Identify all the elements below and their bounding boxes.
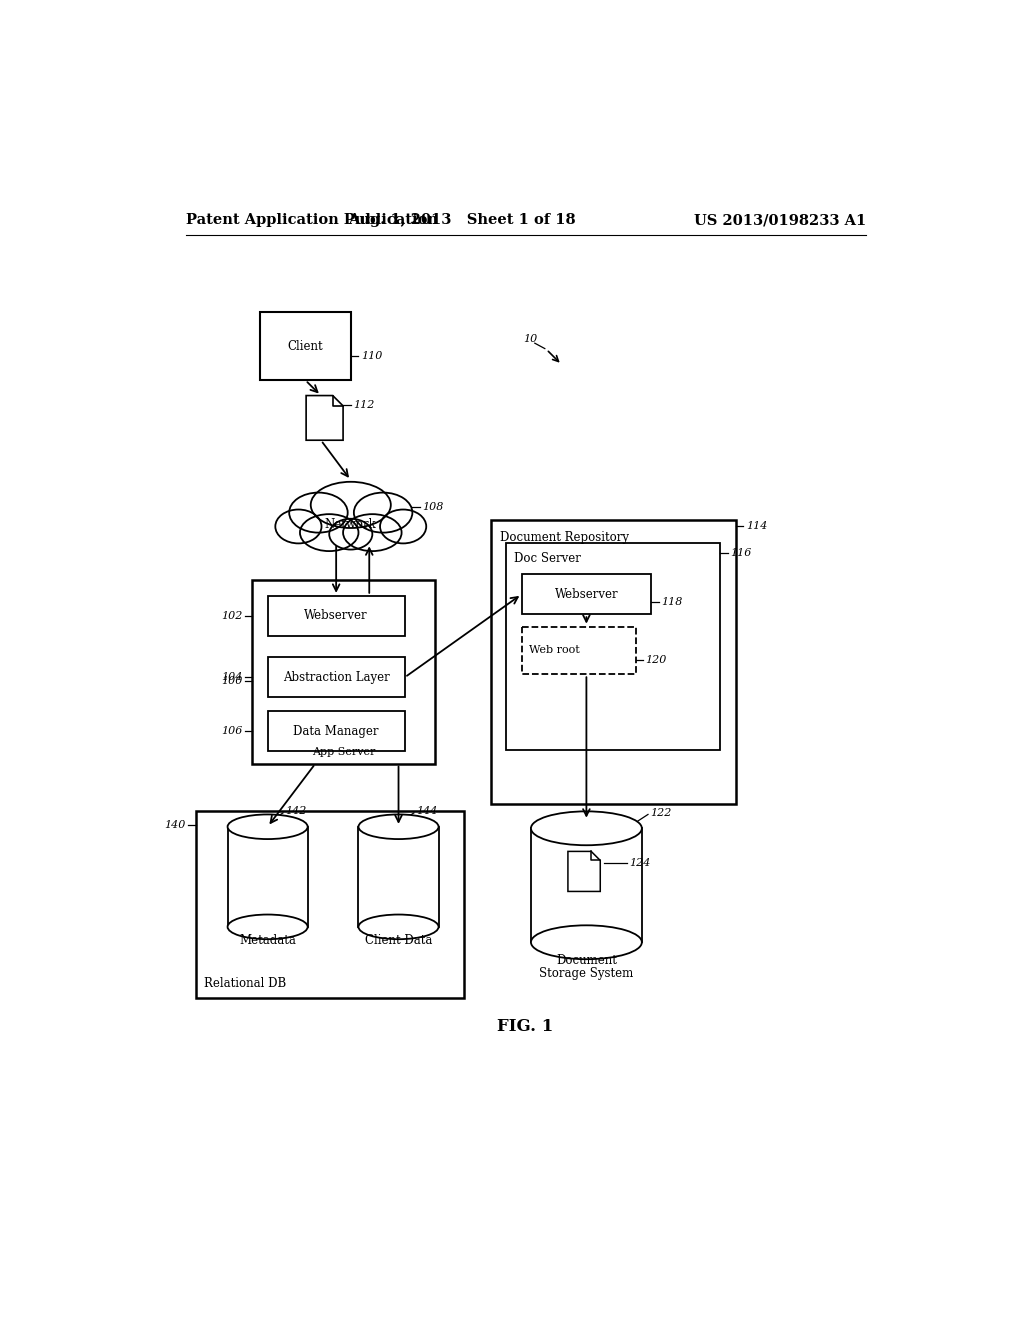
Text: 118: 118	[662, 597, 682, 607]
Ellipse shape	[227, 814, 307, 840]
Ellipse shape	[310, 482, 391, 528]
Text: Document: Document	[556, 954, 616, 968]
Bar	[267, 711, 404, 751]
Text: Abstraction Layer: Abstraction Layer	[283, 671, 389, 684]
Bar	[267, 657, 404, 697]
Text: Storage System: Storage System	[540, 966, 634, 979]
Bar	[267, 595, 404, 636]
Text: 102: 102	[221, 611, 243, 620]
Text: 100: 100	[221, 676, 243, 686]
Ellipse shape	[358, 915, 438, 940]
Bar	[490, 520, 736, 804]
Ellipse shape	[275, 510, 322, 544]
Text: Client: Client	[288, 339, 324, 352]
Ellipse shape	[227, 915, 307, 940]
Text: 104: 104	[221, 672, 243, 682]
Text: Aug. 1, 2013   Sheet 1 of 18: Aug. 1, 2013 Sheet 1 of 18	[348, 213, 575, 227]
Ellipse shape	[531, 925, 642, 960]
Bar	[521, 574, 651, 614]
Polygon shape	[568, 851, 600, 891]
Bar	[196, 812, 464, 998]
Text: FIG. 1: FIG. 1	[497, 1019, 553, 1035]
Bar	[260, 313, 351, 380]
Text: App Server: App Server	[312, 747, 376, 758]
Text: 122: 122	[650, 808, 672, 818]
Ellipse shape	[531, 812, 642, 845]
Bar	[521, 627, 636, 675]
Ellipse shape	[343, 515, 401, 552]
Ellipse shape	[289, 492, 348, 532]
Ellipse shape	[330, 519, 373, 549]
Text: 120: 120	[646, 655, 667, 665]
Text: Webserver: Webserver	[304, 610, 368, 622]
Text: Metadata: Metadata	[240, 935, 296, 948]
Bar	[252, 581, 435, 763]
Polygon shape	[306, 396, 343, 441]
Ellipse shape	[354, 492, 413, 532]
Text: 10: 10	[523, 334, 538, 345]
Text: Client Data: Client Data	[365, 935, 432, 948]
Ellipse shape	[300, 515, 358, 552]
Text: 124: 124	[630, 858, 651, 869]
Text: 144: 144	[416, 807, 437, 816]
Text: Relational DB: Relational DB	[204, 977, 286, 990]
Text: 106: 106	[221, 726, 243, 737]
Text: 142: 142	[286, 807, 307, 816]
Bar	[358, 826, 438, 927]
Bar	[531, 829, 642, 942]
Ellipse shape	[358, 814, 438, 840]
Text: US 2013/0198233 A1: US 2013/0198233 A1	[693, 213, 866, 227]
Ellipse shape	[380, 510, 426, 544]
Bar	[506, 544, 720, 750]
Text: Webserver: Webserver	[555, 587, 618, 601]
Text: Patent Application Publication: Patent Application Publication	[186, 213, 438, 227]
Text: 116: 116	[730, 548, 752, 557]
Text: 110: 110	[360, 351, 382, 362]
Text: Network: Network	[325, 519, 377, 532]
Text: 114: 114	[745, 521, 767, 532]
Text: 112: 112	[353, 400, 375, 409]
Bar	[227, 826, 307, 927]
Text: Data Manager: Data Manager	[294, 725, 379, 738]
Text: Doc Server: Doc Server	[514, 552, 581, 565]
Text: Web root: Web root	[529, 645, 581, 656]
Text: 108: 108	[422, 502, 443, 512]
Text: 140: 140	[165, 820, 186, 830]
Text: Document Repository: Document Repository	[500, 531, 629, 544]
